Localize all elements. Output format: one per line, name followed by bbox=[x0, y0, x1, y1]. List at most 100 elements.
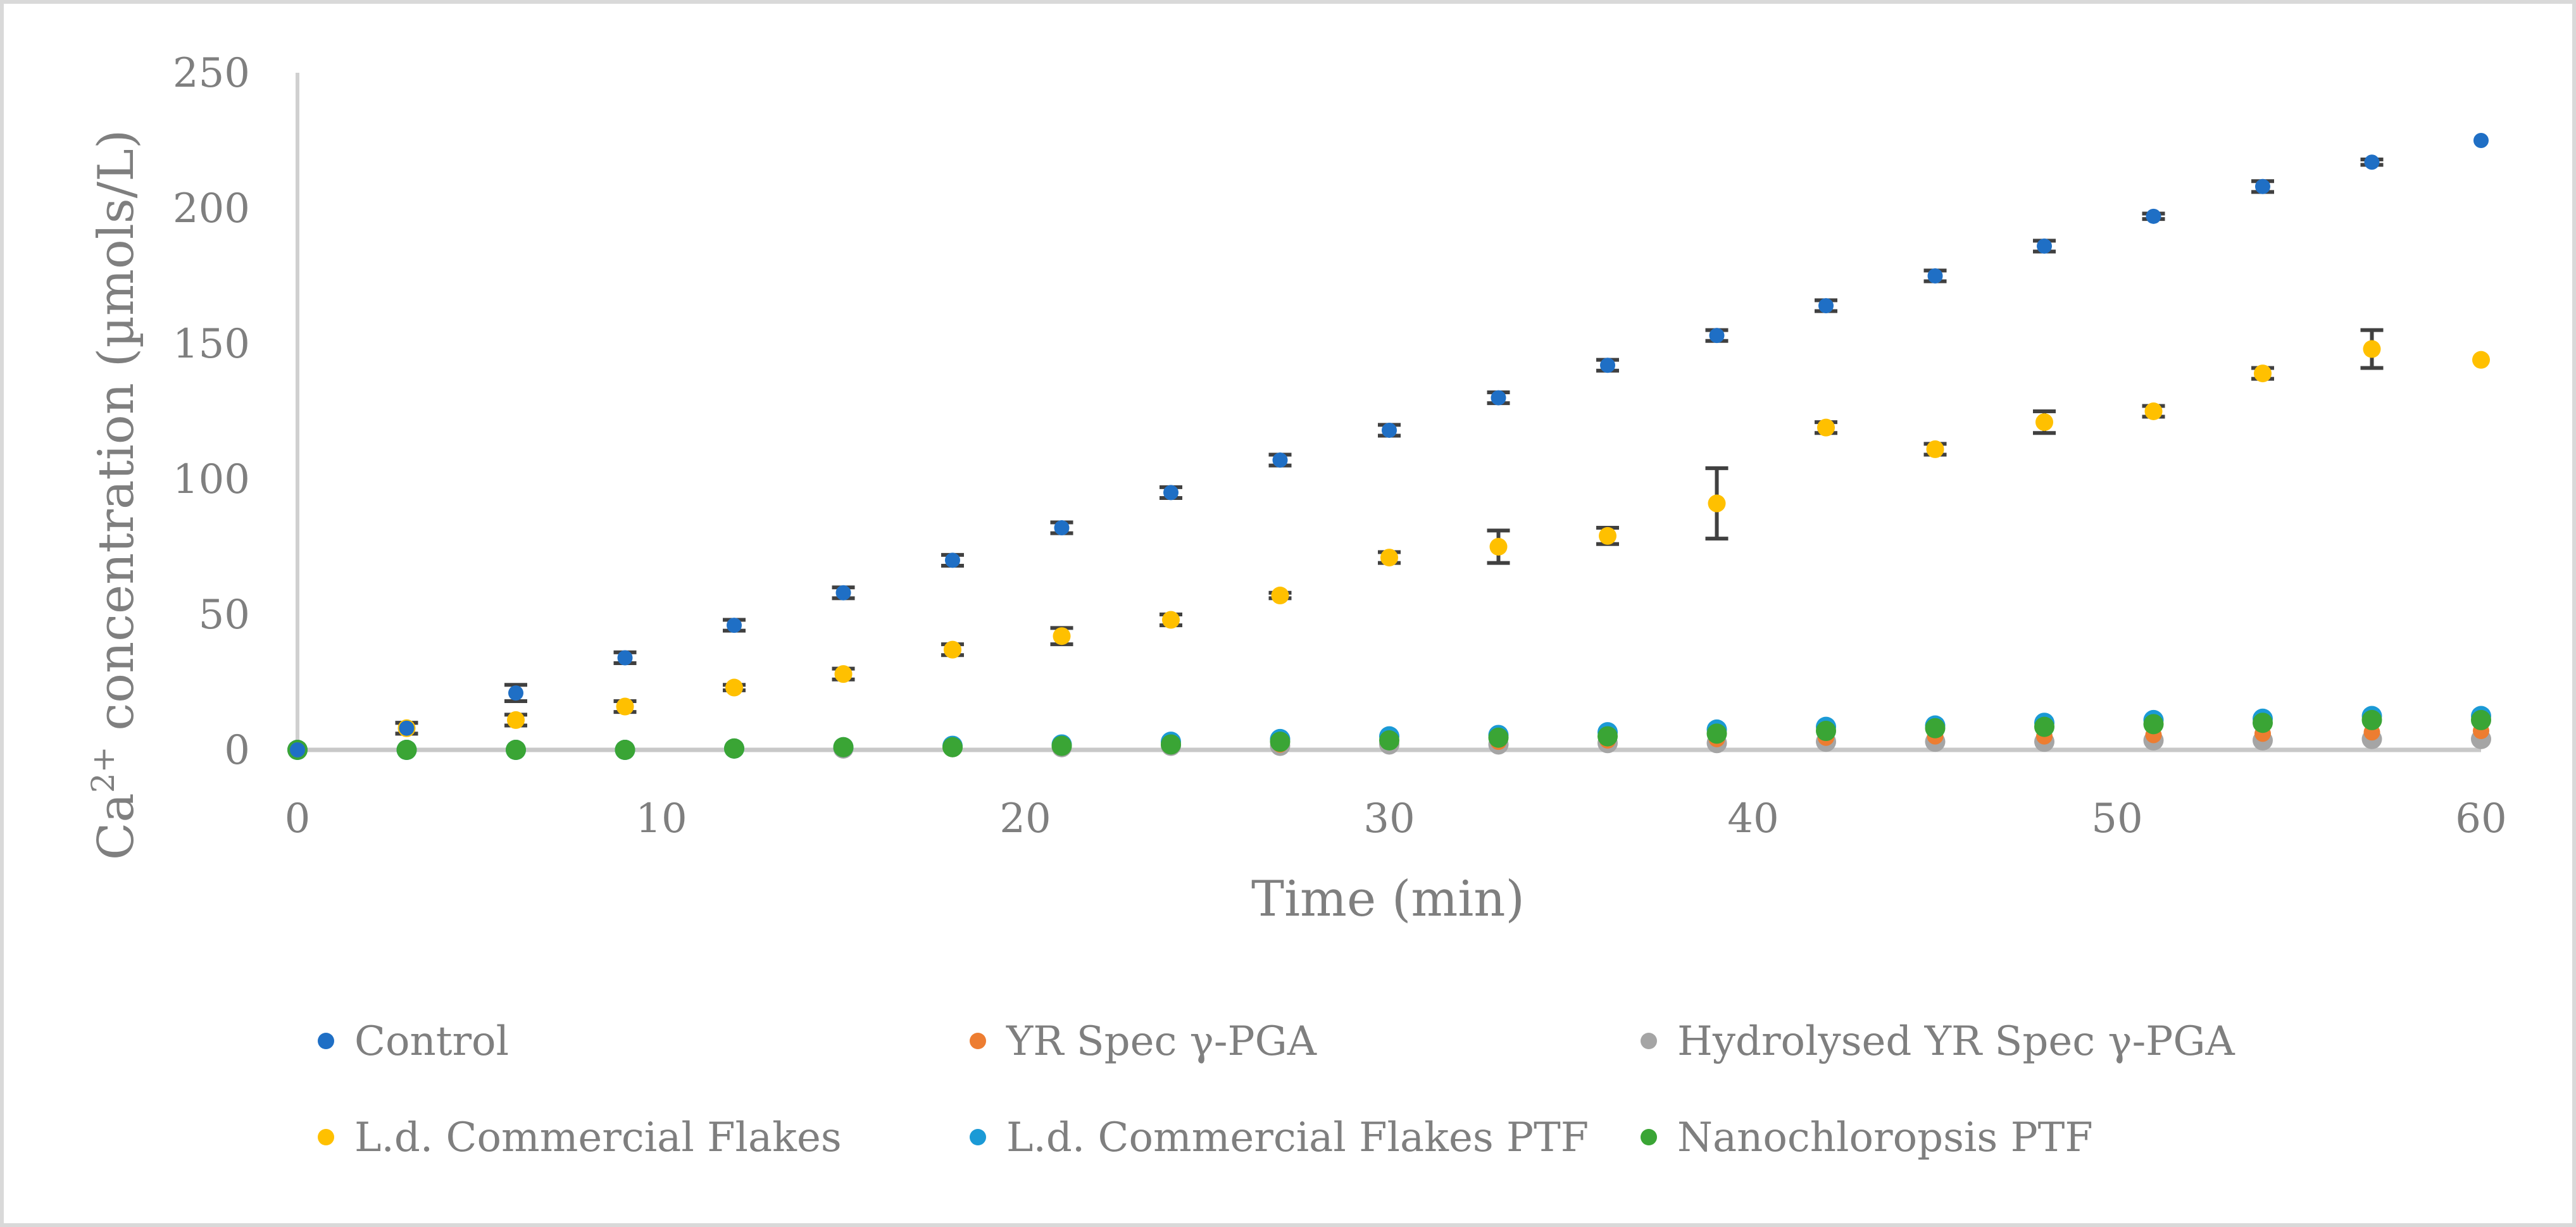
data-point bbox=[1709, 328, 1725, 344]
data-point bbox=[834, 665, 853, 683]
data-point bbox=[2472, 351, 2490, 369]
y-tick-label: 0 bbox=[224, 727, 250, 774]
data-point bbox=[2361, 709, 2382, 730]
x-tick-label: 10 bbox=[635, 795, 687, 842]
legend-label: Nanochloropsis PTF bbox=[1677, 1114, 2093, 1161]
data-point bbox=[508, 685, 523, 701]
data-point bbox=[2146, 208, 2161, 224]
legend-marker bbox=[970, 1033, 986, 1049]
data-point bbox=[724, 738, 744, 759]
data-point bbox=[2253, 713, 2273, 733]
data-point bbox=[506, 740, 526, 760]
x-tick-label: 30 bbox=[1363, 795, 1415, 842]
legend-marker bbox=[318, 1033, 334, 1049]
data-point bbox=[2254, 364, 2272, 383]
data-point bbox=[1488, 727, 1509, 748]
data-point bbox=[1051, 735, 1072, 756]
legend-item: L.d. Commercial Flakes PTF bbox=[970, 1114, 1589, 1161]
y-tick-label: 50 bbox=[199, 592, 250, 638]
x-tick-label: 20 bbox=[999, 795, 1051, 842]
y-axis-title: Ca2+ concentration (µmols/L) bbox=[85, 130, 145, 861]
legend-item: YR Spec γ-PGA bbox=[970, 1018, 1317, 1065]
data-point bbox=[835, 585, 851, 601]
data-points bbox=[287, 133, 2491, 760]
data-point bbox=[1163, 485, 1179, 501]
legend: Control YR Spec γ-PGA Hydrolysed YR Spec γ… bbox=[318, 1018, 2235, 1161]
legend-item: Nanochloropsis PTF bbox=[1641, 1114, 2093, 1161]
y-tick-label: 250 bbox=[173, 50, 250, 97]
y-tick-label: 200 bbox=[173, 185, 250, 232]
legend-label: YR Spec γ-PGA bbox=[1006, 1018, 1317, 1065]
y-axis-title-pre: Ca bbox=[88, 793, 145, 860]
data-point bbox=[725, 678, 743, 697]
data-point bbox=[1597, 726, 1618, 747]
data-point bbox=[1816, 721, 1836, 742]
data-point bbox=[617, 650, 633, 666]
x-tick-labels: 0 10 20 30 40 50 60 bbox=[285, 795, 2507, 842]
legend-label: Control bbox=[354, 1018, 509, 1065]
data-point bbox=[1489, 538, 1508, 556]
data-point bbox=[1382, 422, 1397, 438]
data-point bbox=[1599, 526, 1616, 545]
x-tick-label: 50 bbox=[2091, 795, 2142, 842]
error-bars bbox=[395, 157, 2384, 736]
data-point bbox=[1818, 298, 1834, 314]
legend-item: Hydrolysed YR Spec γ-PGA bbox=[1641, 1018, 2235, 1065]
x-tick-label: 40 bbox=[1727, 795, 1779, 842]
data-point bbox=[2035, 413, 2053, 432]
x-axis-title: Time (min) bbox=[1251, 871, 1525, 928]
data-point bbox=[396, 740, 417, 760]
data-point bbox=[1925, 718, 1946, 738]
data-point bbox=[2037, 238, 2052, 254]
y-tick-label: 100 bbox=[173, 456, 250, 503]
data-point bbox=[1271, 587, 1289, 605]
x-tick-label: 60 bbox=[2455, 795, 2506, 842]
data-point bbox=[616, 697, 634, 716]
data-point bbox=[1708, 494, 1726, 513]
data-point bbox=[2144, 402, 2163, 420]
data-point bbox=[399, 720, 415, 736]
y-axis-title-post: concentration (µmols/L) bbox=[88, 130, 145, 747]
data-point bbox=[1162, 611, 1180, 629]
data-point bbox=[944, 640, 961, 659]
data-point bbox=[1053, 627, 1071, 645]
data-point bbox=[2255, 178, 2270, 194]
data-point bbox=[1706, 723, 1727, 744]
data-point bbox=[507, 711, 525, 729]
data-point bbox=[945, 552, 960, 568]
y-tick-labels: 0 50 100 150 200 250 bbox=[173, 50, 250, 774]
x-tick-label: 0 bbox=[285, 795, 311, 842]
data-point bbox=[290, 742, 305, 757]
data-point bbox=[1161, 734, 1181, 755]
data-point bbox=[1927, 268, 1943, 283]
legend-marker bbox=[1641, 1129, 1657, 1145]
data-point bbox=[1491, 390, 1506, 406]
data-point bbox=[1380, 549, 1398, 567]
data-point bbox=[1379, 730, 1399, 751]
data-point bbox=[2471, 709, 2491, 730]
legend-item: L.d. Commercial Flakes bbox=[318, 1114, 842, 1161]
data-point bbox=[615, 740, 635, 760]
legend-marker bbox=[1641, 1033, 1657, 1049]
data-point bbox=[2143, 714, 2164, 735]
data-point bbox=[727, 618, 742, 633]
legend-label: Hydrolysed YR Spec γ-PGA bbox=[1677, 1018, 2235, 1065]
data-point bbox=[1817, 418, 1835, 437]
legend-label: L.d. Commercial Flakes bbox=[354, 1114, 842, 1161]
data-point bbox=[1054, 520, 1070, 536]
data-point bbox=[1270, 732, 1291, 752]
data-point bbox=[1600, 358, 1615, 373]
data-point bbox=[1272, 452, 1288, 468]
data-point bbox=[833, 737, 854, 757]
data-point bbox=[2363, 340, 2381, 358]
y-tick-label: 150 bbox=[173, 321, 250, 368]
legend-marker bbox=[970, 1129, 986, 1145]
data-point bbox=[2364, 154, 2380, 170]
data-point bbox=[2473, 133, 2489, 148]
data-point bbox=[942, 737, 963, 757]
y-axis-title-sup: 2+ bbox=[85, 746, 122, 793]
legend-marker bbox=[318, 1129, 334, 1145]
